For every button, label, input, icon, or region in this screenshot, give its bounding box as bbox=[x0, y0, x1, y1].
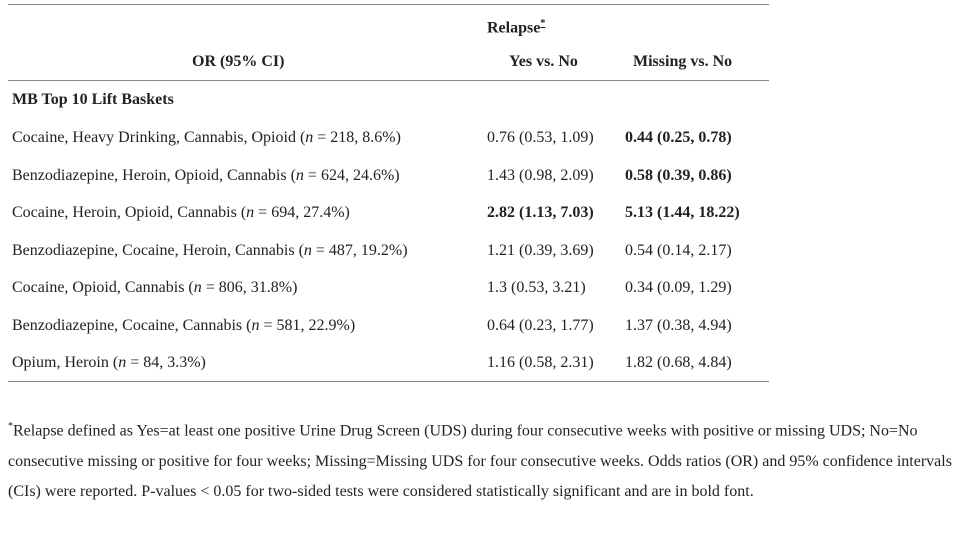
label-part: = 624, 24.6%) bbox=[303, 166, 400, 184]
group-title: Relapse bbox=[487, 19, 541, 37]
or-cell: 1.37 (0.38, 4.94) bbox=[625, 316, 732, 334]
label-part: Benzodiazepine, Cocaine, Heroin, Cannabi… bbox=[12, 241, 304, 259]
or-cell: 0.58 (0.39, 0.86) bbox=[625, 166, 732, 184]
or-cell: 1.16 (0.58, 2.31) bbox=[487, 354, 594, 371]
label-part: = 694, 27.4%) bbox=[254, 204, 350, 221]
row-label: Cocaine, Heroin, Opioid, Cannabis (n = 6… bbox=[12, 203, 350, 223]
col-header: OR (95% CI) bbox=[192, 53, 285, 70]
row-label: Benzodiazepine, Cocaine, Cannabis (n = 5… bbox=[12, 316, 355, 336]
section-label: MB Top 10 Lift Baskets bbox=[12, 91, 174, 108]
or-cell: 1.82 (0.68, 4.84) bbox=[625, 354, 732, 371]
row-label: Benzodiazepine, Heroin, Opioid, Cannabis… bbox=[12, 166, 400, 186]
group-marker: * bbox=[540, 18, 546, 29]
or-cell: 0.54 (0.14, 2.17) bbox=[625, 241, 732, 259]
footnote-text: Relapse defined as Yes=at least one posi… bbox=[8, 422, 952, 501]
footnote-marker: * bbox=[8, 421, 13, 432]
label-part: Cocaine, Heavy Drinking, Cannabis, Opioi… bbox=[12, 129, 306, 146]
n-symbol: n bbox=[246, 204, 255, 221]
label-part: Cocaine, Opioid, Cannabis ( bbox=[12, 279, 194, 296]
or-cell: 5.13 (1.44, 18.22) bbox=[625, 204, 740, 221]
row-label: Opium, Heroin (n = 84, 3.3%) bbox=[12, 353, 206, 373]
header-rule bbox=[8, 80, 769, 81]
label-part: = 218, 8.6%) bbox=[313, 129, 401, 146]
label-part: = 806, 31.8%) bbox=[201, 279, 298, 296]
label-part: Benzodiazepine, Cocaine, Cannabis ( bbox=[12, 316, 252, 334]
row-label: Benzodiazepine, Cocaine, Heroin, Cannabi… bbox=[12, 241, 408, 261]
label-part: Benzodiazepine, Heroin, Opioid, Cannabis… bbox=[12, 166, 296, 184]
label-part: = 487, 19.2%) bbox=[311, 241, 408, 259]
or-cell: 1.21 (0.39, 3.69) bbox=[487, 241, 594, 259]
col-header: Yes vs. No bbox=[509, 53, 578, 70]
n-symbol: n bbox=[193, 279, 202, 296]
or-cell: 0.64 (0.23, 1.77) bbox=[487, 316, 594, 334]
n-symbol: n bbox=[295, 166, 304, 184]
group-header: Relapse* bbox=[487, 14, 545, 38]
row-label: Cocaine, Heavy Drinking, Cannabis, Opioi… bbox=[12, 128, 401, 148]
label-part: Cocaine, Heroin, Opioid, Cannabis ( bbox=[12, 204, 247, 221]
or-cell: 0.76 (0.53, 1.09) bbox=[487, 129, 594, 146]
row-label: Cocaine, Opioid, Cannabis (n = 806, 31.8… bbox=[12, 278, 297, 298]
label-part: Opium, Heroin ( bbox=[12, 354, 119, 371]
bottom-rule bbox=[8, 381, 769, 382]
footnote: *Relapse defined as Yes=at least one pos… bbox=[8, 412, 970, 508]
n-symbol: n bbox=[305, 129, 314, 146]
or-cell: 1.3 (0.53, 3.21) bbox=[487, 279, 586, 296]
top-rule bbox=[8, 4, 769, 5]
n-symbol: n bbox=[303, 241, 312, 259]
n-symbol: n bbox=[118, 354, 127, 371]
n-symbol: n bbox=[251, 316, 260, 334]
or-cell: 1.43 (0.98, 2.09) bbox=[487, 166, 594, 184]
or-cell: 0.44 (0.25, 0.78) bbox=[625, 129, 732, 146]
label-part: = 581, 22.9%) bbox=[259, 316, 356, 334]
or-cell: 0.34 (0.09, 1.29) bbox=[625, 279, 732, 296]
label-part: = 84, 3.3%) bbox=[126, 354, 206, 371]
or-cell: 2.82 (1.13, 7.03) bbox=[487, 204, 594, 221]
col-header: Missing vs. No bbox=[633, 53, 733, 70]
